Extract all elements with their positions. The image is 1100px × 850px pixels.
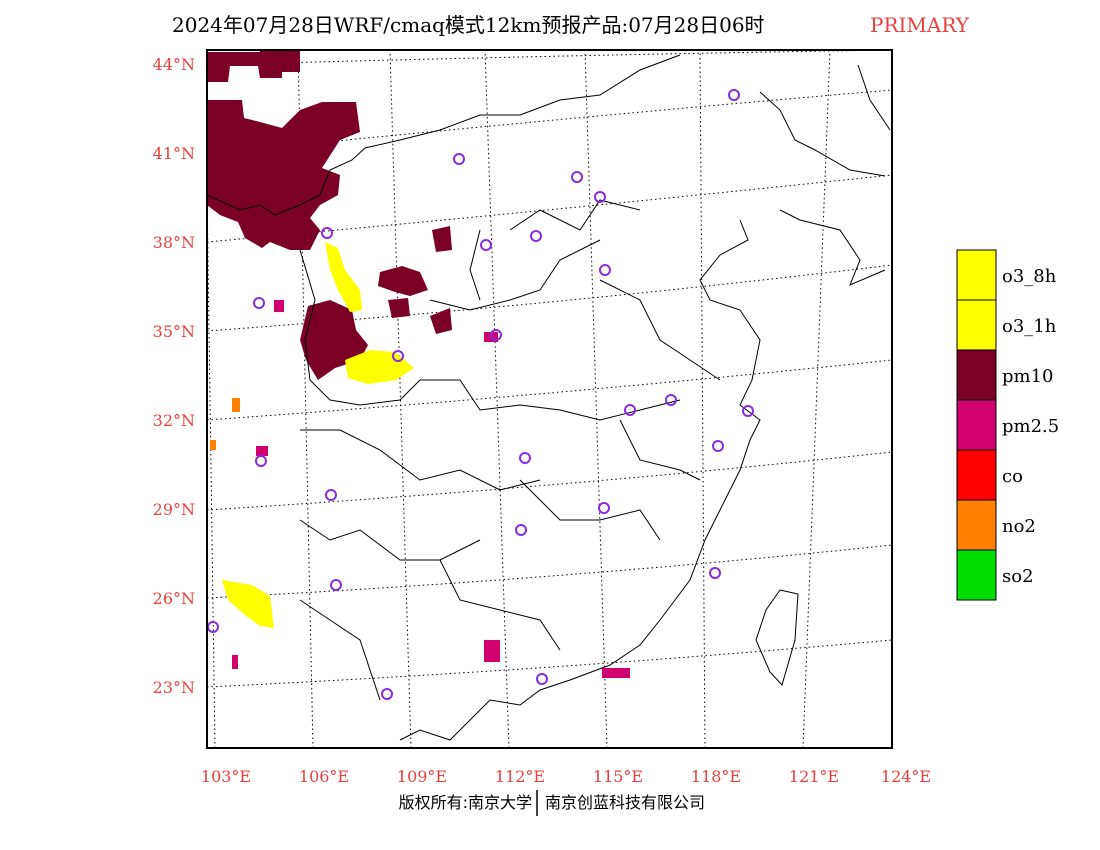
legend-swatch — [956, 349, 997, 401]
legend-label: co — [1002, 466, 1023, 487]
legend-swatch — [956, 449, 997, 501]
legend-swatch — [956, 249, 997, 301]
lat-label: 32°N — [153, 411, 195, 430]
meridian-115 — [584, 50, 608, 748]
legend-swatch — [956, 299, 997, 351]
lon-label: 103°E — [201, 767, 251, 786]
parallel-44 — [207, 50, 892, 66]
map-frame — [206, 49, 893, 749]
lat-label: 41°N — [153, 144, 195, 163]
meridian-118 — [699, 50, 706, 748]
footer: 版权所有:南京大学 南京创蓝科技有限公司 — [399, 790, 705, 816]
legend-label: pm10 — [1002, 366, 1054, 387]
taiwan — [755, 589, 799, 686]
boundaries — [207, 54, 891, 741]
lat-label: 23°N — [153, 678, 195, 697]
lat-label: 44°N — [153, 55, 195, 74]
meridian-109 — [389, 50, 412, 748]
longitude-labels: 103°E 106°E 109°E 112°E 115°E 118°E 121°… — [201, 767, 931, 786]
lat-label: 26°N — [153, 589, 195, 608]
lon-label: 109°E — [397, 767, 447, 786]
lat-label: 35°N — [153, 322, 195, 341]
legend-label: so2 — [1002, 566, 1034, 587]
latitude-labels: 44°N 41°N 38°N 35°N 32°N 29°N 26°N 23°N — [153, 55, 195, 697]
parallel-23 — [207, 639, 892, 688]
legend-label: o3_1h — [1002, 316, 1057, 337]
legend-swatch — [956, 549, 997, 601]
lat-label: 38°N — [153, 233, 195, 252]
lon-label: 121°E — [789, 767, 839, 786]
no2-spots — [210, 398, 240, 450]
lon-label: 112°E — [495, 767, 545, 786]
lon-label: 124°E — [881, 767, 931, 786]
pollutant-tag: PRIMARY — [870, 13, 970, 37]
legend-swatch — [956, 499, 997, 551]
lon-label: 106°E — [299, 767, 349, 786]
map-panel — [206, 49, 893, 749]
legend-label: no2 — [1002, 516, 1036, 537]
legend-label: o3_8h — [1002, 266, 1057, 287]
lon-label: 118°E — [691, 767, 741, 786]
parallel-32 — [207, 359, 892, 421]
border-north — [207, 54, 681, 216]
parallel-26 — [207, 544, 892, 599]
copyright-text: 版权所有:南京大学 — [399, 793, 532, 812]
parallel-29 — [207, 451, 892, 511]
station-markers — [207, 89, 754, 700]
legend-label: pm2.5 — [1002, 416, 1059, 437]
company-text: 南京创蓝科技有限公司 — [545, 793, 705, 812]
lat-label: 29°N — [153, 500, 195, 519]
legend: o3_8h o3_1h pm10 pm2.5 co no2 so2 — [956, 249, 1059, 601]
pm10-plume-north — [207, 50, 360, 250]
o3-plume — [222, 242, 414, 628]
legend-swatch — [956, 399, 997, 451]
map-title: 2024年07月28日WRF/cmaq模式12km预报产品:07月28日06时 — [172, 13, 765, 37]
coastline — [399, 64, 891, 741]
province-lines — [299, 199, 721, 701]
lon-label: 115°E — [593, 767, 643, 786]
